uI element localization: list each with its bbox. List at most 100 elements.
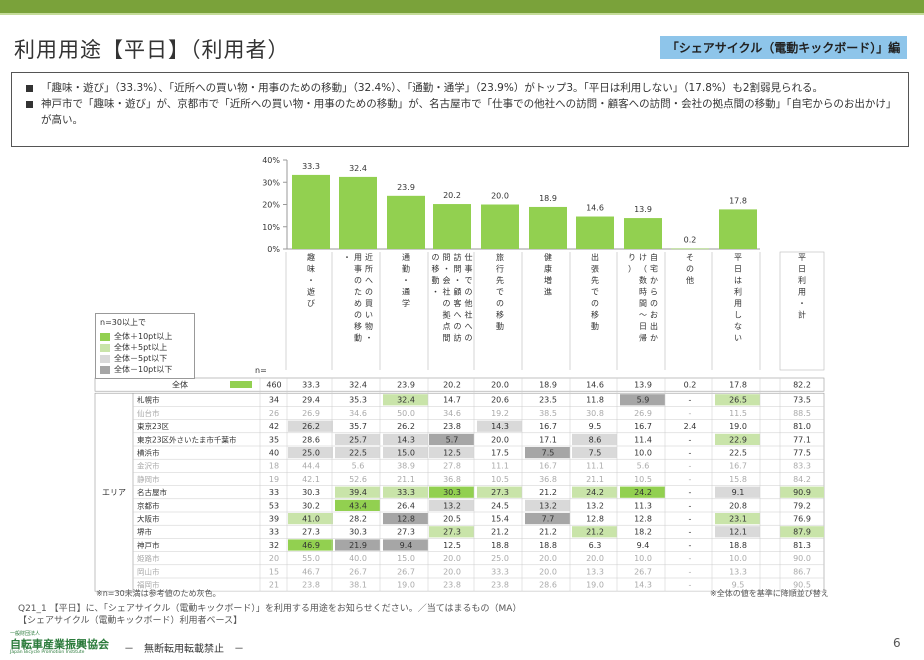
summary-bullet: 神戸市で「趣味・遊び」が、京都市で「近所への買い物・用事のための移動」が、名古屋… [26,96,898,128]
cell-value: 26.5 [729,396,747,405]
row-n: 19 [269,475,279,484]
cell-value: 6.3 [589,541,602,550]
cell-value: 21.2 [491,528,509,537]
cell-value: - [689,462,692,471]
total-n: 460 [266,381,281,390]
cell-value: 12.8 [397,515,415,524]
row-n: 34 [269,396,279,405]
cell-value: 27.8 [443,462,461,471]
cell-highlight [525,513,570,525]
cell-value: 22.5 [729,449,747,458]
summary-text-1: 「趣味・遊び」（33.3%）、「近所への買い物・用事のための移動」（32.4%）… [41,82,824,94]
cell-value: 19.0 [586,581,604,590]
row-n: 20 [269,554,279,563]
category-label: 出張先での移動 [591,252,599,331]
bar-value-label: 33.3 [302,162,320,171]
cell-value: 30.2 [302,501,320,510]
cell-value: 13.3 [586,567,604,576]
category-label: その他 [686,253,694,285]
cell-value: 15.8 [729,475,747,484]
total-value: 82.2 [793,381,811,390]
y-tick-label: 30% [262,178,280,187]
cell-value: 26.2 [397,422,415,431]
cell-value: 10.0 [729,554,747,563]
category-label: 問・会社の拠点間 [443,253,451,343]
cell-value: 30.3 [302,488,320,497]
cell-value: 12.5 [443,449,461,458]
cell-value: 11.3 [634,501,652,510]
cell-value: 10.0 [634,449,652,458]
cell-value: 23.8 [302,581,320,590]
cell-value: 20.0 [443,567,461,576]
summary-box: 「趣味・遊び」（33.3%）、「近所への買い物・用事のための移動」（32.4%）… [11,72,909,147]
cell-value: 20.0 [491,435,509,444]
legend-item: 全体＋5pt以上 [100,342,190,353]
total-marker [230,381,252,388]
cell-value: 24.5 [491,501,509,510]
cell-value: 16.7 [729,462,747,471]
cell-value: 15.0 [397,554,415,563]
cell-value: 12.5 [443,541,461,550]
row-n: 33 [269,528,279,537]
cell-value: 7.5 [589,449,602,458]
cell-value: 9.5 [732,581,745,590]
row-n: 35 [269,435,279,444]
cell-value: 88.5 [793,409,811,418]
row-name: 札幌市 [137,395,160,405]
cell-highlight [620,394,665,406]
total-row-frame [94,377,825,392]
cell-value: 21.2 [539,528,557,537]
cell-value: 24.2 [586,488,604,497]
row-name: 名古屋市 [137,487,167,497]
cell-value: 38.5 [539,409,557,418]
cell-value: - [689,528,692,537]
base-text: 【シェアサイクル（電動キックボード）利用者ベース】 [18,616,243,626]
n-label: n= [255,366,267,375]
cell-highlight [429,447,474,459]
category-label: 近所への買い物・ [365,252,373,343]
bar [576,216,614,249]
cell-value: 9.4 [637,541,650,550]
cell-value: 38.9 [397,462,415,471]
cell-value: - [689,409,692,418]
cell-value: 16.7 [539,462,557,471]
category-label: 自宅からのお出か [650,252,658,343]
category-label: 通勤・通学 [402,252,410,308]
cell-value: 27.3 [443,528,461,537]
cell-value: 26.7 [397,567,415,576]
cell-value: 79.2 [793,501,811,510]
bar-value-label: 20.2 [443,191,461,200]
category-label: 仕事での他社への [465,252,473,343]
cell-value: 10.5 [491,475,509,484]
cell-value: 26.9 [634,409,652,418]
summary-bullet: 「趣味・遊び」（33.3%）、「近所への買い物・用事のための移動」（32.4%）… [26,80,898,96]
cell-value: 5.6 [352,462,365,471]
cell-value: 81.0 [793,422,811,431]
cell-value: - [689,475,692,484]
cell-value: 34.6 [349,409,367,418]
cell-value: 90.5 [793,581,811,590]
bar [719,209,757,249]
cell-value: 23.5 [539,396,557,405]
cell-highlight [525,499,570,511]
cell-value: 18.2 [634,528,652,537]
bar-value-label: 0.2 [684,236,697,245]
cell-highlight [288,447,333,459]
cell-value: 73.5 [793,396,811,405]
cell-highlight [620,486,665,498]
cell-value: 84.2 [793,475,811,484]
cell-value: 34.6 [443,409,461,418]
legend-item: 全体－5pt以下 [100,353,190,364]
cell-value: 21.1 [586,475,604,484]
row-name: 姫路市 [137,553,160,563]
cell-highlight [715,526,760,538]
cell-highlight [288,513,333,525]
legend-label: 全体＋10pt以上 [114,332,173,341]
bar-value-label: 23.9 [397,183,415,192]
area-label: エリア [102,488,126,497]
cell-value: - [689,501,692,510]
cell-highlight [335,499,380,511]
cell-value: 21.1 [397,475,415,484]
bar-value-label: 32.4 [349,164,367,173]
cell-value: 11.1 [491,462,509,471]
